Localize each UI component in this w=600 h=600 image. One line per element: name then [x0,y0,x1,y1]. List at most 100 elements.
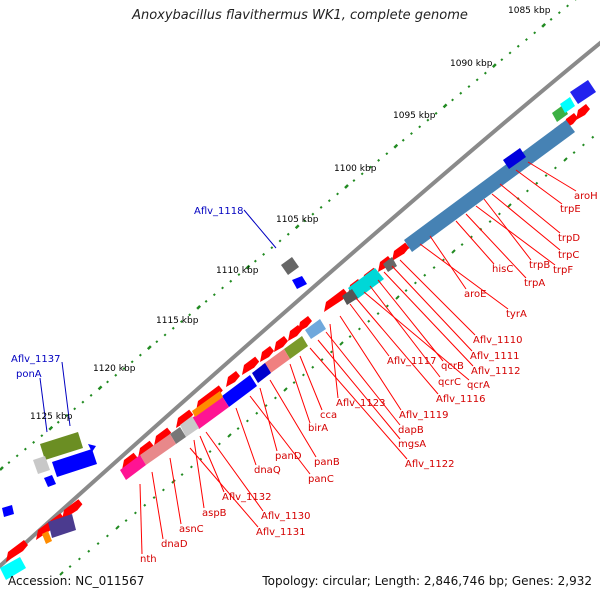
gene-label[interactable]: dnaD [161,539,188,550]
gene-label[interactable]: Aflv_1132 [222,492,272,503]
gene-label[interactable]: Aflv_1111 [470,351,520,362]
tick-mark [115,525,120,530]
gene-block-steel[interactable] [404,120,575,252]
gene-block-cyan[interactable] [348,268,384,300]
gene-block-blue-ponA[interactable] [52,449,97,477]
gene-arrow-blue-edge[interactable] [2,505,14,517]
gene-label-blue[interactable]: ponA [16,369,42,380]
gene-block-blue-top[interactable] [570,80,596,104]
gene-block-magenta2[interactable] [120,455,146,480]
gene-arrow-forward[interactable] [274,336,288,352]
gene-label[interactable]: asnC [179,524,204,535]
gene-label[interactable]: tyrA [506,309,527,320]
tick-mark [227,433,232,438]
gene-label[interactable]: panC [308,474,334,485]
tick-mark [385,304,389,308]
gene-label[interactable]: aroE [464,289,486,300]
gene-block-navy2[interactable] [48,514,76,538]
gene-arrow-forward[interactable] [576,104,590,120]
gene-label[interactable]: Aflv_1119 [399,410,449,421]
tick-mark [572,151,576,155]
gene-label[interactable]: trpB [529,260,550,271]
gene-block-navy[interactable] [252,363,271,383]
gene-label[interactable]: cca [320,410,337,421]
gene-block-cyan-small[interactable] [560,97,575,113]
tick-mark [320,358,324,362]
gene-block-grey2[interactable] [170,427,186,444]
gene-block-salmon[interactable] [262,349,290,375]
gene-block-grey-1118[interactable] [281,257,299,275]
gene-block-orange[interactable] [192,391,223,417]
gene-block-cyan2[interactable] [0,557,26,580]
gene-arrow-forward[interactable] [288,325,302,341]
gene-label[interactable]: Aflv_1123 [336,398,386,409]
gene-label[interactable]: dapB [398,425,424,436]
gene-label[interactable]: Aflv_1117 [387,356,437,367]
gene-label[interactable]: trpD [558,233,580,244]
gene-label[interactable]: Aflv_1122 [405,459,455,470]
gene-arrow-forward[interactable] [154,427,172,446]
kbp-label: 1105 kbp [276,215,319,225]
gene-arrow-forward[interactable] [242,356,260,375]
tick-mark [303,219,307,223]
tick-mark [294,224,300,230]
gene-arrow-forward[interactable] [260,346,274,362]
gene-label[interactable]: Aflv_1130 [261,511,311,522]
gene-block-blue[interactable] [503,148,526,169]
tick-mark [15,454,19,458]
gene-block-lightblue[interactable] [305,319,326,339]
tick-mark [124,519,128,523]
gene-label[interactable]: trpA [524,278,545,289]
label-connector [299,355,323,411]
gene-block-magenta[interactable] [192,396,229,429]
gene-label[interactable]: Aflv_1110 [473,335,523,346]
gene-label[interactable]: trpE [560,204,581,215]
gene-arrow-forward[interactable] [6,540,28,562]
gene-label[interactable]: aroH [574,191,598,202]
gene-arrow-forward[interactable] [176,409,194,428]
tick-mark [404,289,408,293]
gene-label[interactable]: birA [308,423,328,434]
gene-arrow-forward[interactable] [324,288,348,312]
gene-label[interactable]: nth [140,554,157,565]
gene-label[interactable]: dnaQ [254,465,281,476]
gene-label[interactable]: qcrB [441,361,464,372]
gene-label[interactable]: qcrA [467,380,490,391]
gene-label-blue[interactable]: Aflv_1137 [11,354,61,365]
gene-label-blue[interactable]: Aflv_1118 [194,206,244,217]
gene-block-salmon2[interactable] [140,434,176,465]
gene-label[interactable]: panD [275,451,302,462]
gene-block-blue-mid[interactable] [222,375,257,407]
gene-block-silver-1137[interactable] [33,456,50,474]
gene-label[interactable]: hisC [492,264,513,275]
gene-block-orange2[interactable] [42,531,52,544]
gene-arrow-forward[interactable] [298,316,312,332]
gene-block-dark[interactable] [342,289,358,305]
gene-arrow-blue-small[interactable] [44,475,56,487]
gene-label[interactable]: panB [314,457,340,468]
gene-block-silver[interactable] [180,416,199,437]
tick-mark [507,203,512,208]
gene-label[interactable]: trpC [558,250,579,261]
label-connector [363,291,470,381]
gene-label[interactable]: Aflv_1116 [436,394,486,405]
gene-label[interactable]: mgsA [398,439,426,450]
gene-label[interactable]: Aflv_1131 [256,527,306,538]
gene-label[interactable]: aspB [202,508,227,519]
gene-arrow-blue-tip[interactable] [88,444,96,452]
gene-arrow-forward[interactable] [392,242,410,261]
gene-arrow-blue-1118[interactable] [292,276,307,289]
gene-label[interactable]: trpF [553,265,573,276]
gene-arrow-forward[interactable] [62,499,83,520]
label-connector [289,363,311,424]
gene-block-olive-small[interactable] [284,336,308,359]
tick-mark [236,427,240,431]
gene-label[interactable]: qcrC [438,377,461,388]
tick-mark [319,205,323,209]
kbp-label: 1120 kbp [93,364,136,374]
label-connectors-blue [39,209,277,433]
tick-mark [161,488,165,492]
gene-arrow-forward[interactable] [226,371,240,387]
gene-label[interactable]: Aflv_1112 [471,366,521,377]
gene-block-olive-1137[interactable] [40,432,83,460]
